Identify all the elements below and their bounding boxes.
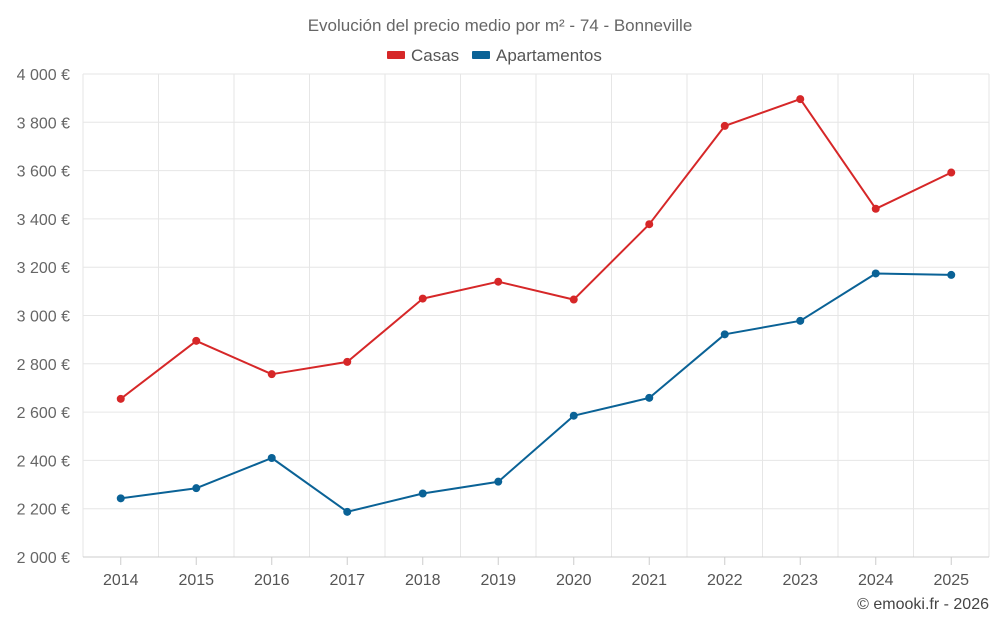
data-point-apartamentos-2014[interactable]: [116, 494, 125, 503]
chart-title: Evolución del precio medio por m² - 74 -…: [308, 16, 693, 35]
legend-label-casas: Casas: [411, 46, 459, 65]
x-tick-label: 2016: [254, 572, 290, 589]
x-tick-label: 2015: [178, 572, 214, 589]
x-tick-label: 2024: [858, 572, 894, 589]
series: [116, 95, 956, 516]
credit-text: © emooki.fr - 2026: [857, 596, 989, 613]
y-tick-label: 2 000 €: [17, 550, 70, 567]
data-point-apartamentos-2017[interactable]: [343, 507, 352, 516]
data-point-apartamentos-2020[interactable]: [569, 411, 578, 420]
data-point-casas-2023[interactable]: [796, 95, 805, 104]
data-point-casas-2018[interactable]: [418, 294, 427, 303]
data-point-casas-2017[interactable]: [343, 357, 352, 366]
grid: [82, 73, 990, 557]
x-tick-label: 2020: [556, 572, 592, 589]
y-tick-label: 2 200 €: [17, 502, 70, 519]
data-point-casas-2014[interactable]: [116, 394, 125, 403]
legend-item-casas[interactable]: Casas: [387, 46, 459, 65]
data-point-casas-2016[interactable]: [267, 370, 276, 379]
x-tick-label: 2014: [103, 572, 139, 589]
y-tick-label: 3 600 €: [17, 164, 70, 181]
legend-item-apartamentos[interactable]: Apartamentos: [472, 46, 602, 65]
y-tick-label: 3 000 €: [17, 309, 70, 326]
x-tick-label: 2018: [405, 572, 441, 589]
data-point-casas-2025[interactable]: [947, 168, 956, 177]
y-tick-label: 4 000 €: [17, 67, 70, 84]
legend-label-apartamentos: Apartamentos: [496, 46, 602, 65]
data-point-apartamentos-2021[interactable]: [645, 393, 654, 402]
data-point-apartamentos-2019[interactable]: [494, 477, 503, 486]
data-point-casas-2015[interactable]: [192, 336, 201, 345]
data-point-apartamentos-2016[interactable]: [267, 453, 276, 462]
x-tick-label: 2021: [631, 572, 667, 589]
y-tick-label: 2 800 €: [17, 357, 70, 374]
data-point-casas-2021[interactable]: [645, 220, 654, 229]
data-point-apartamentos-2022[interactable]: [720, 330, 729, 339]
x-tick-label: 2023: [782, 572, 818, 589]
axes: 2 000 € 2 200 € 2 400 € 2 600 € 2 800 € 3 000…: [17, 67, 989, 589]
data-point-apartamentos-2024[interactable]: [871, 269, 880, 278]
legend-swatch-casas: [387, 51, 405, 59]
data-point-casas-2020[interactable]: [569, 295, 578, 304]
y-tick-label: 2 600 €: [17, 405, 70, 422]
data-point-casas-2022[interactable]: [720, 121, 729, 130]
x-tick-label: 2022: [707, 572, 743, 589]
series-line-apartamentos: [120, 272, 952, 513]
x-tick-label: 2019: [480, 572, 516, 589]
y-tick-label: 2 400 €: [17, 453, 70, 470]
y-tick-label: 3 200 €: [17, 260, 70, 277]
data-point-casas-2024[interactable]: [871, 204, 880, 213]
data-point-apartamentos-2025[interactable]: [947, 270, 956, 279]
y-tick-label: 3 400 €: [17, 212, 70, 229]
legend: Casas Apartamentos: [387, 46, 602, 65]
data-point-apartamentos-2018[interactable]: [418, 489, 427, 498]
x-tick-label: 2017: [329, 572, 365, 589]
x-tick-label: 2025: [933, 572, 969, 589]
data-point-apartamentos-2023[interactable]: [796, 316, 805, 325]
data-point-apartamentos-2015[interactable]: [192, 484, 201, 493]
data-point-casas-2019[interactable]: [494, 277, 503, 286]
legend-swatch-apartamentos: [472, 51, 490, 59]
series-line-casas: [120, 98, 952, 400]
y-tick-label: 3 800 €: [17, 115, 70, 132]
